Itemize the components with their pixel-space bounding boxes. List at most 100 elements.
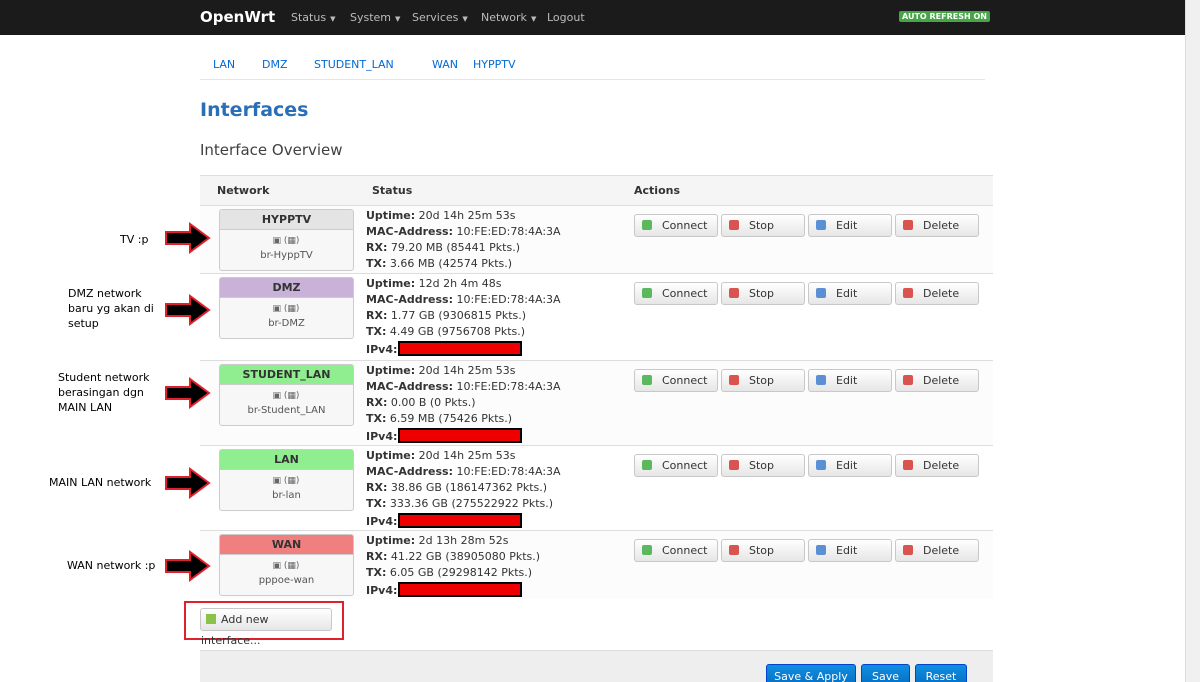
action-button[interactable]: Stop: [721, 214, 805, 237]
button-icon: [903, 288, 913, 298]
tab[interactable]: HYPPTV: [473, 58, 516, 71]
status-label: TX:: [366, 257, 387, 270]
interface-name: DMZ: [220, 278, 353, 298]
action-button[interactable]: Edit: [808, 454, 892, 477]
tab[interactable]: STUDENT_LAN: [314, 58, 394, 71]
action-button[interactable]: Connect: [634, 454, 718, 477]
arrow: [165, 377, 211, 409]
button-icon: [816, 460, 826, 470]
action-button[interactable]: Edit: [808, 282, 892, 305]
status-value: 38.86 GB (186147362 Pkts.): [390, 481, 548, 494]
status-label: Uptime:: [366, 449, 416, 462]
button-label: Delete: [923, 374, 960, 387]
menu-item[interactable]: System ▼: [350, 11, 401, 24]
status-line: Uptime: 20d 14h 25m 53s: [366, 209, 516, 222]
arrow-shape: [165, 550, 211, 582]
button-label: Stop: [749, 219, 775, 232]
action-button[interactable]: Delete: [895, 454, 979, 477]
scrollbar: [1185, 0, 1200, 682]
status-label: IPv4:: [366, 430, 398, 443]
button-icon: [816, 545, 826, 555]
status-line: Uptime: 2d 13h 28m 52s: [366, 534, 509, 547]
action-button[interactable]: Edit: [808, 214, 892, 237]
navbar: [0, 0, 1185, 35]
action-button[interactable]: Stop: [721, 454, 805, 477]
column-header: Status: [372, 184, 413, 197]
interface-icons: ▣ (▦): [272, 476, 300, 486]
menu-item[interactable]: Status ▼: [291, 11, 336, 24]
action-button[interactable]: Connect: [634, 282, 718, 305]
action-button[interactable]: Connect: [634, 369, 718, 392]
action-button[interactable]: Delete: [895, 282, 979, 305]
button-icon: [729, 375, 739, 385]
status-value: 10:FE:ED:78:4A:3A: [456, 293, 561, 306]
status-line: MAC-Address: 10:FE:ED:78:4A:3A: [366, 380, 561, 393]
arrow: [165, 550, 211, 582]
button-icon: [903, 220, 913, 230]
status-label: MAC-Address:: [366, 293, 453, 306]
annotation: DMZ network baru yg akan di setup: [68, 287, 154, 330]
tab-divider: [200, 79, 985, 80]
action-button[interactable]: Stop: [721, 539, 805, 562]
status-value: 10:FE:ED:78:4A:3A: [456, 225, 561, 238]
status-label: RX:: [366, 550, 388, 563]
arrow-shape: [165, 222, 211, 254]
tab[interactable]: DMZ: [262, 58, 288, 71]
action-button[interactable]: Connect: [634, 214, 718, 237]
status-value: 20d 14h 25m 53s: [418, 364, 516, 377]
action-button[interactable]: Stop: [721, 282, 805, 305]
interface-box: STUDENT_LAN ▣ (▦) br-Student_LAN: [219, 364, 354, 426]
button-icon: [729, 460, 739, 470]
button-icon: [729, 220, 739, 230]
footer-button[interactable]: Reset: [915, 664, 967, 682]
arrow: [165, 467, 211, 499]
action-button[interactable]: Delete: [895, 214, 979, 237]
status-value: 10:FE:ED:78:4A:3A: [456, 380, 561, 393]
annotation: WAN network :p: [67, 559, 156, 572]
status-label: TX:: [366, 497, 387, 510]
status-value: 79.20 MB (85441 Pkts.): [390, 241, 520, 254]
button-label: Delete: [923, 459, 960, 472]
status-line: Uptime: 20d 14h 25m 53s: [366, 449, 516, 462]
action-button[interactable]: Edit: [808, 539, 892, 562]
interface-box: LAN ▣ (▦) br-lan: [219, 449, 354, 511]
menu-item[interactable]: Logout: [547, 11, 585, 24]
status-value: 4.49 GB (9756708 Pkts.): [389, 325, 526, 338]
action-button[interactable]: Delete: [895, 369, 979, 392]
interface-icons: ▣ (▦): [272, 236, 300, 246]
footer-bar: [200, 650, 993, 682]
menu-item[interactable]: Network ▼: [481, 11, 537, 24]
status-line: IPv4:: [366, 513, 523, 528]
button-label: Connect: [662, 544, 708, 557]
footer-button[interactable]: Save & Apply: [766, 664, 856, 682]
interface-device: br-Student_LAN: [247, 405, 326, 416]
button-label: Delete: [923, 219, 960, 232]
interface-name: STUDENT_LAN: [220, 365, 353, 385]
footer-button[interactable]: Save: [861, 664, 910, 682]
tab[interactable]: WAN: [432, 58, 459, 71]
tab[interactable]: LAN: [213, 58, 236, 71]
action-button[interactable]: Connect: [634, 539, 718, 562]
action-button[interactable]: Stop: [721, 369, 805, 392]
status-label: RX:: [366, 481, 388, 494]
status-value: 6.05 GB (29298142 Pkts.): [389, 566, 533, 579]
caret: ▼: [395, 15, 401, 23]
menu-item[interactable]: Services ▼: [412, 11, 468, 24]
action-button[interactable]: Delete: [895, 539, 979, 562]
button-icon: [729, 288, 739, 298]
add-interface-button[interactable]: Add new interface...: [200, 608, 332, 647]
arrow-shape: [165, 467, 211, 499]
status-label: RX:: [366, 396, 388, 409]
status-value: 20d 14h 25m 53s: [418, 209, 516, 222]
action-button[interactable]: Edit: [808, 369, 892, 392]
caret: ▼: [530, 15, 537, 23]
interface-device: br-DMZ: [268, 318, 305, 329]
button-icon: [816, 375, 826, 385]
status-value: 12d 2h 4m 48s: [418, 277, 502, 290]
status-label: TX:: [366, 412, 387, 425]
interface-device: br-HyppTV: [260, 250, 313, 261]
status-line: IPv4:: [366, 341, 523, 356]
status-line: RX: 41.22 GB (38905080 Pkts.): [366, 550, 540, 563]
